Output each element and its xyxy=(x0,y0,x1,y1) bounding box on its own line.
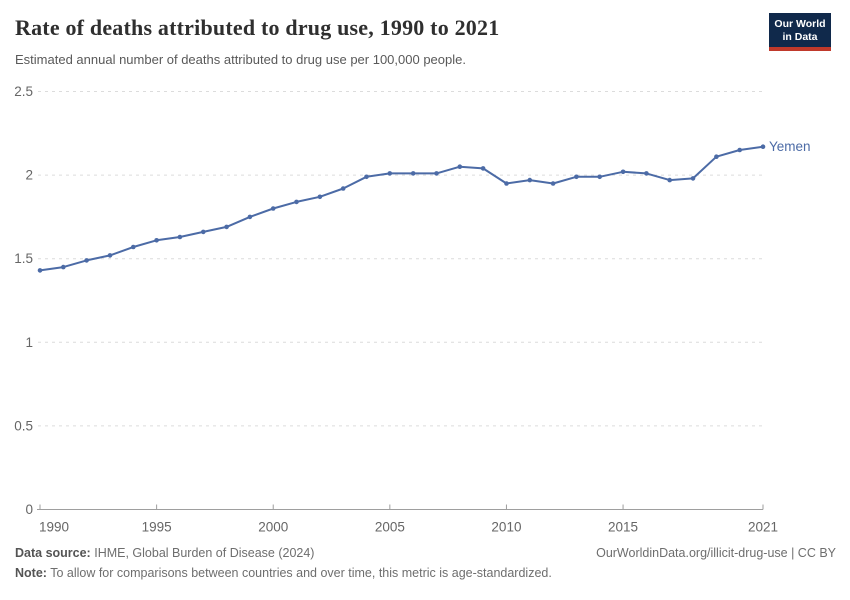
footer-datasource: Data source: IHME, Global Burden of Dise… xyxy=(15,546,314,560)
data-point-2010 xyxy=(504,181,509,186)
x-tick-label-2005: 2005 xyxy=(375,520,405,535)
y-tick-label-0: 0 xyxy=(25,502,33,517)
x-tick-label-1995: 1995 xyxy=(142,520,172,535)
data-point-2008 xyxy=(457,164,463,169)
x-tick-label-1990: 1990 xyxy=(39,520,69,535)
note-label: Note: xyxy=(15,566,47,580)
data-point-1995 xyxy=(154,238,159,243)
yemen-line-series xyxy=(39,145,764,272)
y-tick-label-1.5: 1.5 xyxy=(14,251,33,266)
owid-logo: Our World in Data xyxy=(769,13,831,51)
data-point-1999 xyxy=(247,214,253,220)
data-point-2003 xyxy=(340,186,346,191)
data-point-2002 xyxy=(317,194,323,200)
data-point-2000 xyxy=(270,206,276,211)
series-label-yemen: Yemen xyxy=(769,139,811,154)
data-point-2006 xyxy=(410,171,416,176)
data-point-1991 xyxy=(61,264,66,270)
owid-logo-line1: Our World xyxy=(774,18,826,30)
x-tick-label-2000: 2000 xyxy=(258,520,288,535)
owid-logo-line2: in Data xyxy=(782,31,818,43)
data-point-1990 xyxy=(37,268,43,273)
data-point-2021 xyxy=(760,144,766,149)
data-point-1994 xyxy=(131,244,136,250)
data-point-2001 xyxy=(294,199,299,205)
data-point-2005 xyxy=(387,171,393,176)
y-tick-label-1: 1 xyxy=(25,335,33,350)
data-point-1997 xyxy=(201,229,206,235)
data-point-2016 xyxy=(644,171,649,176)
data-point-1998 xyxy=(224,224,229,230)
data-point-2013 xyxy=(574,174,579,180)
data-point-2019 xyxy=(714,154,719,159)
y-tick-label-2: 2 xyxy=(25,168,33,183)
datasource-label: Data source: xyxy=(15,546,91,560)
note-text: To allow for comparisons between countri… xyxy=(50,566,552,580)
footer-note: Note: To allow for comparisons between c… xyxy=(15,566,552,580)
data-point-1992 xyxy=(84,258,89,263)
y-tick-label-2.5: 2.5 xyxy=(14,84,33,99)
data-point-2014 xyxy=(597,174,602,180)
x-tick-label-2015: 2015 xyxy=(608,520,638,535)
data-point-2007 xyxy=(434,171,439,176)
y-tick-label-0.5: 0.5 xyxy=(14,418,33,433)
data-point-2015 xyxy=(620,169,626,175)
x-tick-label-2010: 2010 xyxy=(491,520,521,535)
data-point-1996 xyxy=(177,234,183,240)
data-point-2017 xyxy=(667,177,672,183)
data-point-2018 xyxy=(690,176,696,181)
footer-attribution: OurWorldinData.org/illicit-drug-use | CC… xyxy=(596,546,836,560)
data-point-2011 xyxy=(527,177,533,183)
data-point-2004 xyxy=(364,174,369,180)
data-point-2012 xyxy=(550,181,556,186)
data-point-2009 xyxy=(480,166,486,171)
chart-subtitle: Estimated annual number of deaths attrib… xyxy=(15,52,466,67)
page-title: Rate of deaths attributed to drug use, 1… xyxy=(15,15,500,40)
datasource-text: IHME, Global Burden of Disease (2024) xyxy=(94,546,315,560)
data-point-1993 xyxy=(107,253,113,258)
data-point-2020 xyxy=(737,147,742,153)
x-tick-label-2021: 2021 xyxy=(748,520,778,535)
